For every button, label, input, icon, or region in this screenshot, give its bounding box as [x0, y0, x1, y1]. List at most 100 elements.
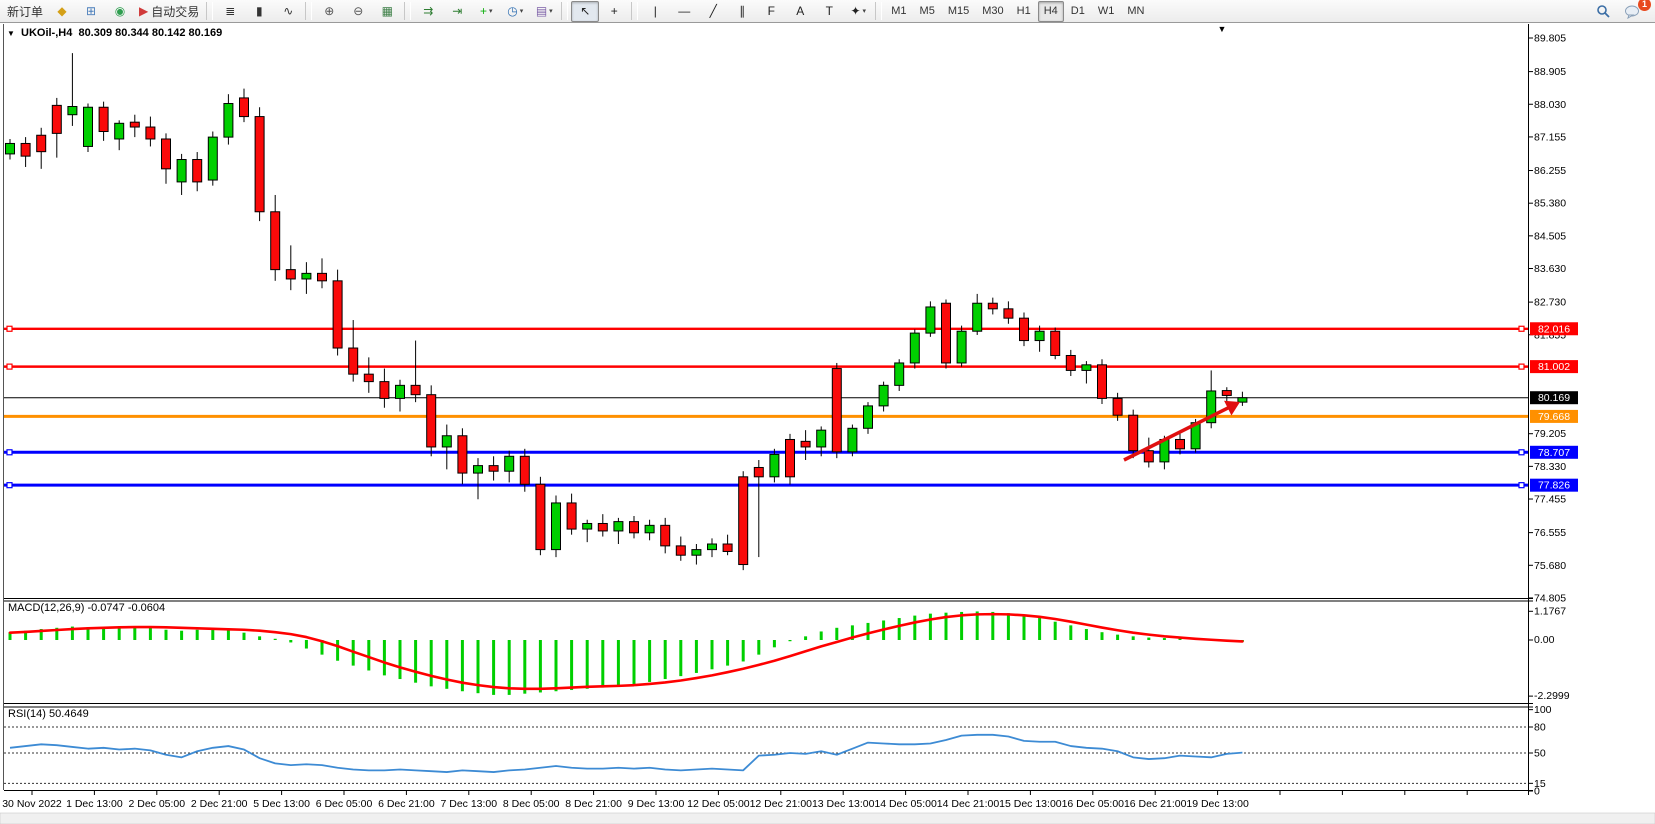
price-tick-label: 74.805: [1534, 592, 1566, 604]
bear-candle: [535, 483, 546, 551]
timeframe-h4[interactable]: H4: [1037, 0, 1064, 22]
line-handle[interactable]: [6, 449, 13, 456]
fibonacci-icon[interactable]: F: [757, 1, 785, 22]
dropdown-arrow-icon: ▾: [862, 8, 867, 15]
auto-scroll-icon[interactable]: ⇉: [414, 1, 442, 22]
bull-candle: [83, 106, 93, 147]
timeframe-h1[interactable]: H1: [1016, 5, 1031, 17]
trend-arrow-annotation[interactable]: [1123, 400, 1240, 462]
cursor-icon[interactable]: ↖: [571, 0, 600, 22]
chat-button[interactable]: 1: [1618, 0, 1651, 22]
price-axis[interactable]: 89.805 88.905 88.030 87.155 86.255 85.380 84.5…: [6, 33, 1578, 605]
bear-candle: [1003, 308, 1014, 319]
main-toolbar: 新订单 ◆ ⊞ ◉ ▶ 自动交易 ≣ ▮ ∿ ⊕ ⊖ ▦ ⇉ ⇥ + ▾ ◷ ▾ ▤ ▾ ↖ + | — ╱ ∥ F A T ✦ ▾ M1 M5…: [0, 0, 1655, 23]
arrows-icon[interactable]: ✦ ▾: [844, 1, 872, 22]
price-tag-label: 77.826: [1538, 480, 1570, 492]
timeframe-m5[interactable]: M5: [919, 5, 935, 17]
rsi-tick-label: 0: [1534, 786, 1540, 798]
bear-candle: [239, 97, 249, 118]
bull-candle: [613, 521, 624, 532]
macd-indicator-label: MACD(12,26,9) -0.0747 -0.0604: [8, 602, 166, 614]
text-icon[interactable]: A: [786, 1, 814, 22]
bar-chart-icon[interactable]: ≣: [216, 1, 244, 22]
bear-candle: [597, 522, 608, 532]
auto-trading-button[interactable]: ▶ 自动交易: [135, 1, 203, 22]
symbol-dropdown-icon[interactable]: ▼: [7, 29, 15, 38]
crosshair-icon[interactable]: +: [600, 1, 628, 22]
line-handle[interactable]: [6, 325, 13, 332]
signal-icon: ◉: [114, 4, 126, 18]
new-order-button[interactable]: 新订单: [7, 4, 44, 19]
candlestick-chart-icon[interactable]: ▮: [245, 1, 273, 22]
bear-candle: [254, 116, 265, 213]
macd-tick-label: -2.2999: [1534, 690, 1570, 702]
bull-candle: [301, 272, 312, 280]
history-diamond-icon: ◆: [57, 4, 67, 18]
chart-shift-marker-icon[interactable]: ▼: [1218, 24, 1227, 34]
bear-candle: [675, 545, 686, 556]
chart-shift-icon: ⇥: [452, 4, 463, 18]
line-handle[interactable]: [1518, 482, 1525, 489]
toolbar-separator: [631, 2, 639, 20]
timeframe-m1[interactable]: M1: [891, 5, 907, 17]
line-handle[interactable]: [1518, 449, 1525, 456]
trendline-icon[interactable]: ╱: [699, 1, 727, 22]
price-tag-81.002: [1530, 360, 1578, 374]
templates-icon[interactable]: ▤ ▾: [530, 1, 558, 22]
macd-tick-label: 1.1767: [1534, 605, 1566, 617]
bear-candle: [519, 455, 530, 485]
bear-candle: [410, 384, 421, 396]
horizontal-line-icon[interactable]: —: [670, 1, 698, 22]
bear-candle: [192, 159, 203, 183]
chart-shift-icon[interactable]: ⇥: [443, 1, 471, 22]
bull-candle: [863, 405, 873, 429]
line-handle[interactable]: [1518, 363, 1525, 370]
signal-icon[interactable]: ◉: [106, 1, 134, 22]
timeframe-d1[interactable]: D1: [1070, 5, 1085, 17]
terminal-window-icon[interactable]: ⊞: [77, 1, 105, 22]
bear-candle: [488, 465, 499, 472]
fibonacci-icon: F: [767, 4, 775, 18]
line-handle[interactable]: [6, 363, 13, 370]
bull-candle: [925, 306, 936, 334]
cursor-icon: ↖: [580, 4, 591, 18]
zoom-in-icon[interactable]: ⊕: [315, 1, 343, 22]
timeframe-mn[interactable]: MN: [1127, 5, 1145, 17]
timeframe-w1[interactable]: W1: [1097, 5, 1115, 17]
line-chart-icon[interactable]: ∿: [274, 1, 302, 22]
timeframe-m15[interactable]: M15: [947, 5, 970, 17]
vertical-line-icon: |: [653, 4, 657, 18]
time-axis[interactable]: 30 Nov 2022 1 Dec 13:00 2 Dec 05:00 2 Dec 2…: [2, 791, 1468, 810]
horizontal-price-lines[interactable]: [4, 327, 1528, 487]
candlestick-series: [5, 53, 1248, 571]
label-icon[interactable]: T: [815, 1, 843, 22]
line-handle[interactable]: [6, 482, 13, 489]
time-tick-label: 2 Dec 21:00: [191, 798, 248, 810]
price-tick-label: 87.155: [1534, 131, 1566, 143]
price-tick-label: 84.505: [1534, 230, 1566, 242]
time-tick-label: 14 Dec 21:00: [937, 798, 1000, 810]
channel-icon[interactable]: ∥: [728, 1, 756, 22]
time-tick-label: 7 Dec 13:00: [440, 798, 497, 810]
bull-candle: [1206, 390, 1217, 424]
bear-candle: [36, 134, 47, 153]
search-button[interactable]: [1589, 1, 1617, 22]
zoom-out-icon[interactable]: ⊖: [344, 1, 372, 22]
periods-icon[interactable]: ◷ ▾: [501, 1, 529, 22]
tile-windows-icon[interactable]: ▦: [373, 1, 401, 22]
bull-candle: [441, 435, 452, 448]
price-tag-label: 81.002: [1538, 361, 1570, 373]
bear-candle: [129, 121, 140, 128]
line-handle[interactable]: [1518, 325, 1525, 332]
history-diamond-icon[interactable]: ◆: [48, 1, 76, 22]
bull-candle: [223, 103, 234, 138]
timeframe-m30[interactable]: M30: [982, 5, 1004, 17]
bear-candle: [1128, 414, 1139, 452]
bear-candle: [1175, 438, 1185, 450]
bear-candle: [1143, 450, 1154, 463]
pane-borders: [3, 24, 1533, 795]
bull-candle: [1034, 330, 1045, 342]
vertical-line-icon[interactable]: |: [641, 1, 669, 22]
indicators-icon[interactable]: + ▾: [472, 1, 500, 22]
